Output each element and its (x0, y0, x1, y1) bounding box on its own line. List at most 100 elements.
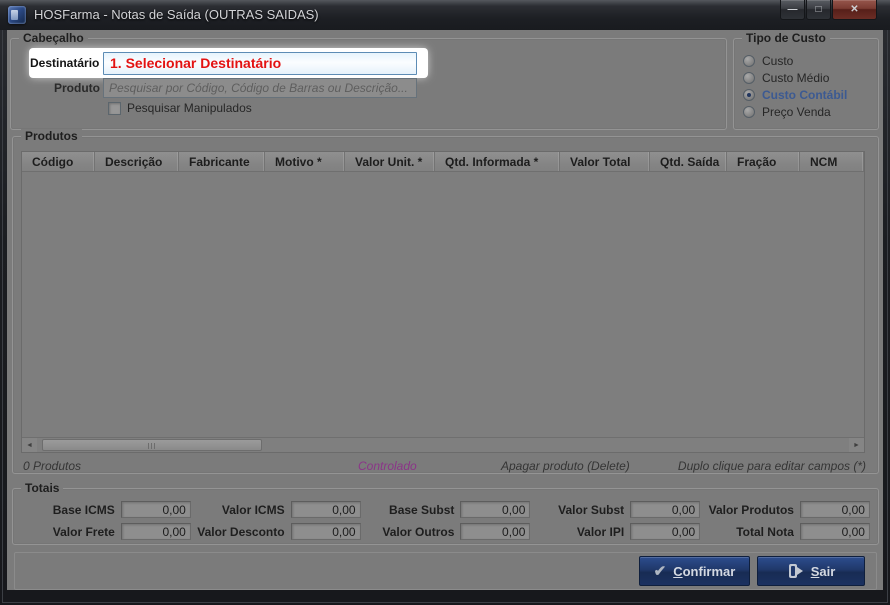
valor-icms-label: Valor ICMS (221, 502, 285, 517)
field-valor-produtos: Valor Produtos (700, 501, 870, 518)
radio-preco-venda-label: Preço Venda (762, 105, 831, 119)
close-button[interactable]: ✕ (832, 0, 877, 20)
radio-custo-contabil-label: Custo Contábil (762, 88, 848, 102)
minimize-button[interactable]: — (780, 0, 805, 20)
column-header-descricao[interactable]: Descrição (95, 152, 179, 171)
valor-outros-label: Valor Outros (382, 524, 455, 539)
base-subst-label: Base Subst (389, 502, 455, 517)
field-valor-icms: Valor ICMS (191, 501, 361, 518)
window-title: HOSFarma - Notas de Saída (OUTRAS SAIDAS… (34, 7, 319, 22)
valor-desconto-input[interactable] (290, 523, 361, 540)
checkbox-icon[interactable] (108, 101, 121, 115)
base-icms-label: Base ICMS (52, 502, 115, 517)
product-count-label: 0 Produtos (23, 459, 82, 473)
column-header-qtd-informada[interactable]: Qtd. Informada * (435, 152, 560, 171)
field-valor-desconto: Valor Desconto (191, 523, 361, 540)
field-valor-outros: Valor Outros (361, 523, 531, 540)
valor-ipi-label: Valor IPI (576, 524, 625, 539)
valor-icms-input[interactable] (290, 501, 361, 518)
app-icon (8, 6, 26, 24)
column-header-valor-total[interactable]: Valor Total (560, 152, 650, 171)
totals-group: Totais Base ICMS Valor ICMS Base Subst V… (12, 481, 879, 545)
table-body-empty[interactable] (22, 172, 864, 437)
total-nota-label: Total Nota (736, 524, 794, 539)
controlado-legend: Controlado (358, 459, 417, 473)
field-valor-ipi: Valor IPI (530, 523, 701, 540)
destinatario-input[interactable] (103, 51, 417, 75)
valor-produtos-input[interactable] (799, 501, 870, 518)
column-header-motivo[interactable]: Motivo * (265, 152, 345, 171)
valor-produtos-label: Valor Produtos (708, 502, 794, 517)
horizontal-scrollbar[interactable]: ◄ ► (22, 437, 864, 452)
maximize-icon: □ (815, 3, 822, 15)
cost-type-group: Tipo de Custo Custo Custo Médio Custo Co… (733, 31, 879, 130)
valor-subst-label: Valor Subst (558, 502, 625, 517)
field-valor-frete: Valor Frete (21, 523, 191, 540)
manipulados-checkbox-label: Pesquisar Manipulados (127, 101, 252, 115)
column-header-qtd-saida[interactable]: Qtd. Saída (650, 152, 727, 171)
field-total-nota: Total Nota (700, 523, 870, 540)
close-icon: ✕ (850, 3, 859, 15)
produto-search-input[interactable] (103, 78, 417, 98)
scrollbar-thumb[interactable] (42, 439, 262, 451)
column-header-fracao[interactable]: Fração (727, 152, 800, 171)
edit-hint: Duplo clique para editar campos (*) (677, 459, 866, 473)
table-status-row: 0 Produtos Controlado Apagar produto (De… (13, 459, 878, 474)
column-header-ncm[interactable]: NCM (800, 152, 864, 171)
totals-row-1: Base ICMS Valor ICMS Base Subst Valor Su… (13, 501, 878, 518)
valor-frete-label: Valor Frete (52, 524, 115, 539)
minimize-icon: — (787, 3, 798, 15)
scrollbar-track[interactable] (37, 438, 849, 452)
header-group: Cabeçalho (10, 31, 727, 130)
radio-custo-medio[interactable]: Custo Médio (743, 71, 829, 85)
footer-bar: ✔ Confirmar Sair (14, 552, 877, 590)
checkmark-icon: ✔ (653, 562, 667, 580)
radio-selected-icon[interactable] (743, 89, 755, 101)
valor-outros-input[interactable] (460, 523, 531, 540)
exit-door-icon (788, 564, 803, 578)
exit-button[interactable]: Sair (757, 556, 865, 586)
delete-hint: Apagar produto (Delete) (501, 459, 630, 473)
title-bar: HOSFarma - Notas de Saída (OUTRAS SAIDAS… (0, 0, 890, 30)
field-base-icms: Base ICMS (21, 501, 191, 518)
dialog-body: Cabeçalho Destinatário Produto Pesquisar… (7, 30, 883, 590)
confirm-button[interactable]: ✔ Confirmar (639, 556, 750, 586)
radio-custo-medio-label: Custo Médio (762, 71, 830, 85)
scroll-right-icon[interactable]: ► (849, 438, 864, 452)
confirm-button-label: Confirmar (673, 563, 736, 579)
radio-custo-label: Custo (762, 54, 794, 68)
products-group: Produtos Código Descrição Fabricante Mot… (12, 129, 879, 474)
maximize-button[interactable]: □ (806, 0, 831, 20)
cost-type-group-label: Tipo de Custo (742, 31, 830, 45)
field-base-subst: Base Subst (361, 501, 531, 518)
column-header-codigo[interactable]: Código (22, 152, 95, 171)
window-controls: — □ ✕ (780, 0, 877, 20)
valor-ipi-input[interactable] (630, 523, 701, 540)
radio-icon[interactable] (743, 55, 755, 67)
total-nota-input[interactable] (799, 523, 870, 540)
products-group-label: Produtos (21, 129, 82, 143)
field-valor-subst: Valor Subst (530, 501, 701, 518)
radio-custo-contabil[interactable]: Custo Contábil (743, 88, 847, 102)
header-group-label: Cabeçalho (19, 31, 88, 45)
totals-row-2: Valor Frete Valor Desconto Valor Outros … (13, 523, 878, 540)
base-subst-input[interactable] (460, 501, 531, 518)
destinatario-label: Destinatário (30, 56, 100, 70)
destinatario-highlight: Destinatário (30, 49, 427, 77)
produto-label: Produto (54, 81, 100, 95)
column-header-fabricante[interactable]: Fabricante (179, 152, 265, 171)
base-icms-input[interactable] (120, 501, 191, 518)
exit-button-label: Sair (810, 563, 836, 579)
valor-desconto-label: Valor Desconto (197, 524, 285, 539)
valor-subst-input[interactable] (630, 501, 701, 518)
radio-preco-venda[interactable]: Preço Venda (743, 105, 831, 119)
table-header-row: Código Descrição Fabricante Motivo * Val… (22, 152, 864, 172)
valor-frete-input[interactable] (120, 523, 191, 540)
radio-custo[interactable]: Custo (743, 54, 793, 68)
column-header-valor-unit[interactable]: Valor Unit. * (345, 152, 435, 171)
scroll-left-icon[interactable]: ◄ (22, 438, 37, 452)
radio-icon[interactable] (743, 106, 755, 118)
radio-icon[interactable] (743, 72, 755, 84)
manipulados-checkbox-row[interactable]: Pesquisar Manipulados (108, 101, 252, 115)
